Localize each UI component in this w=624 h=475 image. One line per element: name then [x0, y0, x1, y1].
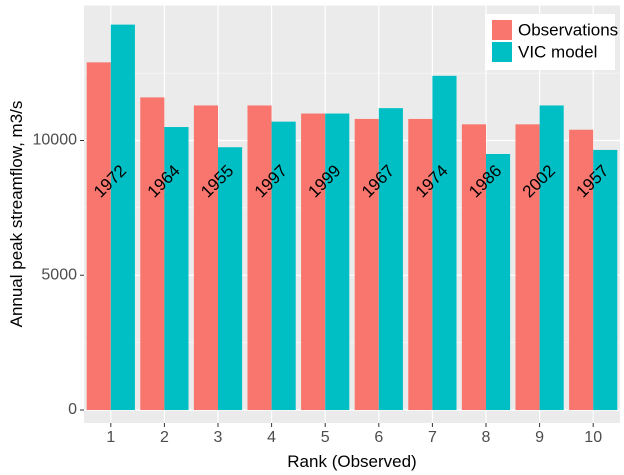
x-tick-label: 4 — [267, 429, 276, 446]
x-tick-label: 6 — [374, 429, 383, 446]
x-axis-title: Rank (Observed) — [287, 452, 416, 471]
bar-vic-model-8 — [486, 153, 511, 410]
bar-observations-1 — [86, 62, 111, 410]
bar-observations-3 — [193, 105, 218, 410]
x-tick-label: 3 — [214, 429, 223, 446]
x-tick-label: 9 — [535, 429, 544, 446]
legend-label-observations: Observations — [518, 20, 618, 39]
bar-vic-model-2 — [164, 127, 189, 411]
bar-observations-5 — [301, 113, 326, 411]
x-tick-label: 7 — [428, 429, 437, 446]
legend: Observations VIC model — [485, 14, 618, 70]
x-tick-label: 10 — [584, 429, 602, 446]
bar-observations-6 — [354, 118, 379, 410]
bar-vic-model-10 — [593, 149, 618, 410]
x-axis: 1 2 3 4 5 6 7 8 9 10 — [106, 423, 602, 446]
legend-key-vic-model — [492, 42, 512, 62]
bar-vic-model-1 — [110, 24, 135, 411]
y-tick-label: 0 — [68, 401, 77, 418]
bar-vic-model-5 — [325, 113, 350, 411]
bar-observations-8 — [461, 124, 486, 410]
bar-observations-4 — [247, 105, 272, 410]
y-axis: 0 5000 10000 — [33, 132, 84, 418]
x-tick-label: 2 — [160, 429, 169, 446]
bar-vic-model-7 — [432, 75, 457, 410]
x-tick-label: 1 — [106, 429, 115, 446]
bar-observations-9 — [515, 124, 540, 410]
bar-vic-model-4 — [271, 121, 296, 410]
legend-label-vic-model: VIC model — [518, 42, 597, 61]
bar-observations-2 — [140, 97, 165, 410]
bar-vic-model-9 — [539, 105, 564, 410]
y-axis-title: Annual peak streamflow, m3/s — [7, 101, 26, 328]
y-tick-label: 10000 — [33, 132, 78, 149]
x-tick-label: 5 — [321, 429, 330, 446]
bar-vic-model-6 — [378, 108, 403, 410]
bar-observations-7 — [408, 118, 433, 410]
bars — [86, 24, 618, 411]
x-tick-label: 8 — [482, 429, 491, 446]
bar-vic-model-3 — [218, 147, 243, 411]
bar-observations-10 — [569, 129, 594, 410]
legend-key-observations — [492, 20, 512, 40]
y-tick-label: 5000 — [41, 266, 77, 283]
